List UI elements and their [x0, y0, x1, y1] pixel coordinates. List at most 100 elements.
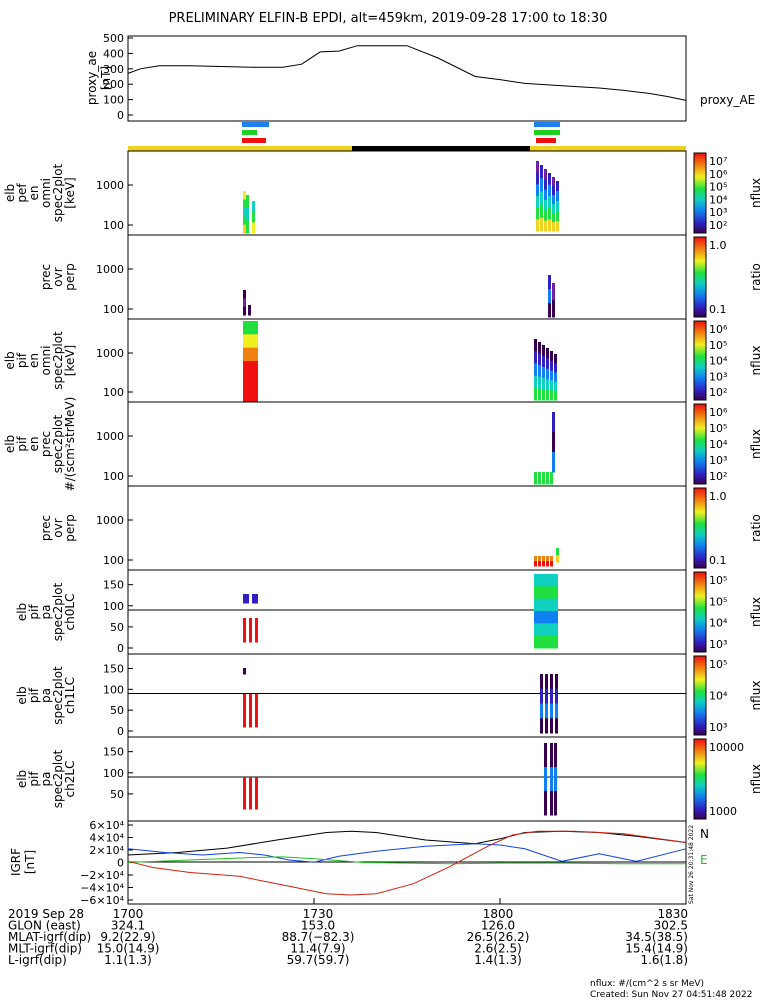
- spectrogram-pixel: [552, 213, 555, 223]
- spectrogram-pixel: [546, 348, 549, 359]
- spectrogram-pixel: [249, 387, 252, 402]
- panel-elb_pef_en: 1001000elbpefenomnispec2plot[keV]10²10³1…: [3, 150, 763, 236]
- spectrogram-pixel: [549, 623, 552, 637]
- panel-elb_pif_en_prec: 100 1000 elbpifenprecspec2plot#/(scm²strMe…: [3, 397, 763, 492]
- spectrogram-pixel: [534, 611, 537, 624]
- colorbar-label: nflux: [749, 597, 763, 627]
- ytick-label: 100: [103, 767, 124, 780]
- spectrogram-pixel: [545, 674, 548, 690]
- ytick-label: 50: [110, 704, 124, 717]
- spectrogram-pixel: [255, 618, 258, 631]
- spectrogram-pixel: [542, 472, 545, 479]
- colorbar-label: nflux: [749, 429, 763, 459]
- spectrogram-pixel: [537, 611, 540, 624]
- colorbar-label: nflux: [749, 178, 763, 208]
- table-cell: 1.1(1.3): [104, 953, 152, 967]
- colorbar: [693, 738, 707, 820]
- plot-title: PRELIMINARY ELFIN-B EPDI, alt=459km, 201…: [169, 11, 608, 26]
- panel-frame: [127, 150, 687, 236]
- x-axis-ticks: [127, 898, 687, 904]
- spectrogram-pixel: [549, 598, 552, 612]
- spectrogram-pixel: [246, 347, 249, 362]
- spectrogram-pixel: [243, 777, 246, 794]
- spectrogram-pixel: [550, 380, 553, 391]
- spectrogram-pixel: [534, 363, 537, 377]
- spectrogram-pixel: [548, 184, 551, 197]
- ytick-label: 100: [103, 219, 124, 232]
- spectrogram-pixel: [548, 207, 551, 220]
- ytick-label: 150: [103, 579, 124, 592]
- panel-ylabel: pif: [27, 771, 41, 787]
- spectrogram-pixel: [255, 594, 258, 604]
- spectrogram-pixel: [252, 361, 255, 375]
- spectrogram-pixel: [556, 191, 559, 202]
- spectrogram-pixel: [546, 358, 549, 370]
- panel-ylabel: pif: [15, 436, 29, 452]
- spectrogram-pixel: [550, 561, 553, 567]
- spectrogram-pixel: [538, 388, 541, 401]
- spectrogram-pixel: [540, 586, 543, 600]
- spectrogram-pixel: [540, 703, 543, 719]
- colorbar: [693, 320, 707, 401]
- panel-ylabel: prec: [39, 431, 53, 457]
- bar-blue-2: [534, 122, 560, 127]
- spectrogram-pixel: [249, 630, 252, 643]
- panel-ylabel: #/(scm²strMeV): [63, 397, 77, 492]
- spectrogram-pixel: [252, 387, 255, 402]
- ytick-label: 1000: [96, 514, 124, 527]
- spectrogram-pixel: [546, 561, 549, 567]
- spectrogram-pixel: [552, 574, 555, 587]
- panel-frame: [127, 318, 687, 403]
- spectrogram-pixel: [255, 321, 258, 335]
- spectrogram-pixel: [537, 574, 540, 587]
- spectrogram-pixel: [546, 574, 549, 587]
- spectrogram-pixel: [540, 718, 543, 734]
- proxy-ae-tick-label: 100: [103, 94, 124, 107]
- spectrogram-pixel: [534, 561, 537, 567]
- spectrogram-pixel: [543, 635, 546, 649]
- spectrogram-pixel: [248, 305, 251, 316]
- table-cell: 324.1: [111, 919, 145, 933]
- spectrogram-pixel: [546, 623, 549, 637]
- colorbar-tick-label: 10³: [709, 370, 727, 383]
- spectrogram-pixel: [534, 375, 537, 389]
- spectrogram-pixel: [540, 674, 543, 690]
- spectrogram-pixel: [554, 390, 557, 401]
- spectrogram-pixel: [246, 334, 249, 349]
- spectrogram-pixel: [546, 389, 549, 401]
- spectrogram-pixel: [537, 598, 540, 612]
- spectrogram-pixel: [243, 361, 246, 375]
- igrf-legend-n: N: [700, 827, 709, 841]
- panel-ylabel: spec2plot: [51, 414, 65, 473]
- proxy-ae-tick-label: 200: [103, 78, 124, 91]
- table-cell: 1.6(1.8): [640, 953, 688, 967]
- spectrogram-pixel: [554, 791, 557, 816]
- spectrogram-pixel: [243, 306, 246, 316]
- ytick-label: 100: [103, 683, 124, 696]
- spectrogram-pixel: [550, 688, 553, 704]
- spectrogram-pixel: [555, 635, 558, 649]
- ytick-label: 50: [110, 788, 124, 801]
- spectrogram-pixel: [243, 199, 246, 209]
- spectrogram-pixel: [538, 365, 541, 378]
- spectrogram-pixel: [556, 181, 559, 192]
- panel-ylabel: pif: [15, 352, 29, 368]
- spectrogram-pixel: [255, 777, 258, 794]
- spectrogram-pixel: [550, 390, 553, 401]
- spectrogram-pixel: [542, 345, 545, 357]
- table-cell: 1800: [483, 907, 514, 921]
- spectrogram-pixel: [555, 623, 558, 637]
- panel-ylabel: elb: [3, 351, 17, 369]
- colorbar-tick-label: 10⁴: [709, 438, 728, 451]
- spectrogram-pixel: [534, 387, 537, 401]
- spectrogram-pixel: [540, 688, 543, 704]
- spectrogram-pixel: [552, 222, 555, 232]
- spectrogram-pixel: [550, 472, 553, 479]
- ytick-label: 50: [110, 621, 124, 634]
- spectrogram-pixel: [556, 211, 559, 222]
- spectrogram-pixel: [550, 674, 553, 690]
- spectrogram-pixel: [545, 703, 548, 719]
- spectrogram-pixel: [536, 161, 539, 174]
- panel-frame: [127, 736, 687, 822]
- spectrogram-pixel: [542, 378, 545, 390]
